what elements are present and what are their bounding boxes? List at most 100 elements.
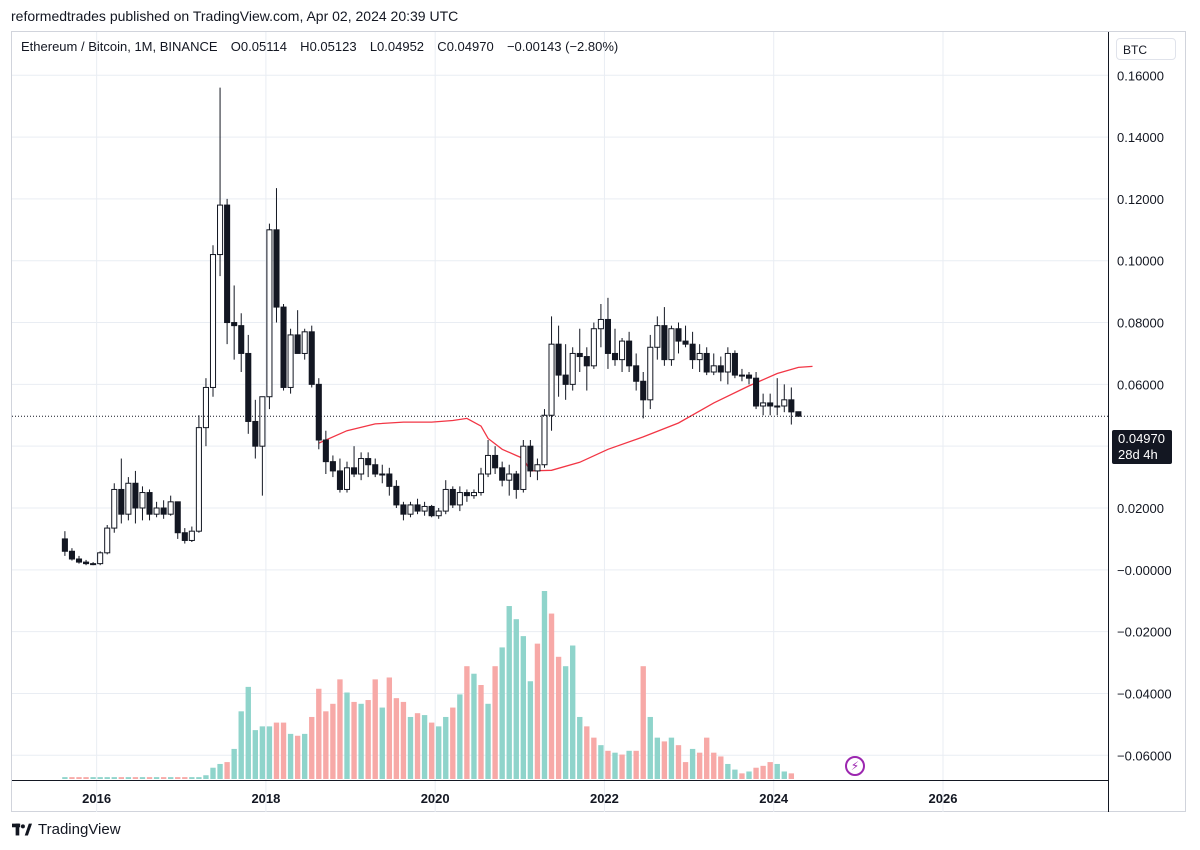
candle-body <box>400 504 407 515</box>
candle-body <box>795 411 802 417</box>
candle-body <box>767 402 774 407</box>
volume-bar <box>492 666 498 779</box>
volume-bar <box>640 666 646 779</box>
volume-bar <box>689 748 696 779</box>
price-tick-label: −0.04000 <box>1117 686 1172 701</box>
volume-bar <box>125 777 132 779</box>
volume-bar <box>280 722 287 779</box>
footer-brand-label: TradingView <box>38 821 121 838</box>
volume-bar <box>661 741 668 779</box>
legend-c-label: C <box>437 39 447 54</box>
candle-body <box>315 383 322 441</box>
price-tick-label: 0.08000 <box>1117 316 1164 331</box>
volume-bar <box>633 750 639 779</box>
candle-body <box>379 473 386 476</box>
candle-body <box>90 563 97 566</box>
volume-bar <box>619 754 625 779</box>
candle-body <box>287 334 294 388</box>
candle-body <box>548 343 555 416</box>
volume-bar <box>153 777 160 779</box>
candle-body <box>689 343 696 361</box>
candle-body <box>393 485 400 506</box>
volume-bar <box>753 767 759 779</box>
price-tick-label: 0.16000 <box>1117 68 1164 83</box>
candle-body <box>322 439 329 463</box>
volume-bar <box>591 737 597 779</box>
candle-body <box>329 461 336 472</box>
candle-body <box>753 377 760 407</box>
volume-bar <box>485 703 491 779</box>
candle-body <box>513 473 520 490</box>
price-tick-label: −0.06000 <box>1117 748 1172 763</box>
chart-frame <box>11 31 1186 812</box>
candle-body <box>343 467 351 490</box>
volume-bar <box>111 777 117 779</box>
candle-body <box>428 505 435 517</box>
candle-body <box>477 473 485 494</box>
candle-body <box>710 365 717 373</box>
volume-bar <box>506 606 512 779</box>
volume-bar <box>146 777 153 779</box>
volume-bar <box>309 716 315 779</box>
candle-body <box>181 532 188 541</box>
candle-body <box>640 380 647 401</box>
volume-bar <box>76 777 82 779</box>
volume-bar <box>443 716 449 779</box>
publisher-line: reformedtrades published on TradingView.… <box>11 8 459 24</box>
candle-body <box>470 492 477 497</box>
currency-button[interactable]: BTC <box>1116 38 1176 60</box>
candle-body <box>583 356 590 367</box>
last-price-tag: 0.04970 28d 4h <box>1112 430 1172 464</box>
volume-bar <box>97 777 103 779</box>
volume-bar <box>534 643 541 779</box>
candle-body <box>245 352 252 422</box>
volume-bar <box>365 700 371 779</box>
volume-bar <box>203 775 209 779</box>
candle-body <box>167 501 174 515</box>
candle-body <box>294 334 301 354</box>
candle-body <box>231 322 238 327</box>
price-tick-label: 0.14000 <box>1117 130 1164 145</box>
volume-bar <box>450 707 456 779</box>
volume-bar <box>739 773 745 779</box>
candle-body <box>760 402 767 407</box>
legend-l-value: 0.04952 <box>377 39 425 54</box>
price-tick-label: −0.00000 <box>1117 563 1172 578</box>
volume-bar <box>541 591 548 779</box>
volume-bar <box>499 647 505 779</box>
volume-bar <box>414 713 421 779</box>
volume-bar <box>711 752 717 779</box>
legend-symbol[interactable]: Ethereum / Bitcoin, 1M, BINANCE <box>21 39 218 54</box>
volume-bar <box>788 773 795 779</box>
candle-body <box>435 510 442 517</box>
candle-body <box>562 374 569 385</box>
candle-body <box>75 558 83 563</box>
candle-body <box>485 454 492 475</box>
candle-body <box>626 340 633 367</box>
volume-bar <box>323 711 329 779</box>
candle-body <box>118 488 125 515</box>
volume-bar <box>62 777 68 779</box>
time-tick-label: 2022 <box>590 791 619 806</box>
time-tick-label: 2020 <box>421 791 450 806</box>
volume-bar <box>273 722 280 779</box>
candle-body <box>499 467 506 481</box>
volume-bar <box>718 756 724 779</box>
candle-body <box>280 306 287 388</box>
volume-bar <box>696 752 703 779</box>
candle-body <box>217 204 224 256</box>
candle-body <box>717 365 724 373</box>
legend-l-label: L <box>369 39 378 54</box>
flash-icon[interactable]: ⚡ <box>845 756 865 776</box>
footer-brand[interactable]: TradingView <box>12 821 121 838</box>
volume-bar <box>351 701 357 779</box>
candle-body <box>365 458 372 466</box>
candle-body <box>188 530 195 541</box>
candle-body <box>358 458 365 475</box>
time-tick-label: 2024 <box>759 791 789 806</box>
volume-bar <box>372 679 378 779</box>
volume-bar <box>605 750 611 779</box>
volume-bar <box>457 694 463 779</box>
candle-body <box>661 325 668 361</box>
